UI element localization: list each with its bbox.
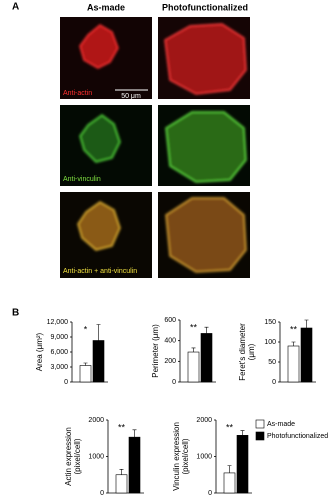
significance: ** [226, 422, 234, 432]
y-tick-label: 2000 [88, 417, 104, 424]
bar [236, 435, 249, 494]
legend-label: Photofunctionalized [267, 433, 328, 440]
y-axis-label: (μm) [247, 343, 256, 360]
y-tick-label: 50 [268, 359, 276, 366]
significance: ** [290, 324, 298, 334]
row-label: Anti-actin [63, 90, 92, 97]
bar [92, 340, 105, 383]
y-axis-label: Area (μm²) [35, 332, 44, 371]
error-bar [204, 326, 209, 334]
y-tick-label: 0 [272, 379, 276, 386]
legend-swatch [255, 419, 265, 429]
y-tick-label: 0 [100, 490, 104, 497]
scale-bar-label: 50 μm [121, 93, 141, 100]
error-bar [83, 362, 88, 366]
significance: ** [190, 322, 198, 332]
row-label: Anti-actin + anti-vinculin [63, 268, 137, 275]
y-tick-label: 100 [264, 339, 276, 346]
y-axis-label: (pixel/cell) [73, 438, 82, 474]
panel-label: A [12, 2, 19, 13]
y-tick-label: 0 [208, 490, 212, 497]
column-header: As-made [87, 2, 125, 12]
bar [223, 472, 236, 494]
cell [79, 24, 119, 69]
row-label: Anti-vinculin [63, 176, 101, 183]
y-tick-label: 6,000 [50, 349, 68, 356]
error-bar [240, 430, 245, 436]
error-bar [191, 347, 196, 353]
panel-label: B [12, 308, 19, 319]
y-tick-label: 400 [164, 338, 176, 345]
y-axis-label: Perimeter (μm) [151, 324, 160, 378]
y-tick-label: 2000 [196, 417, 212, 424]
bar [287, 345, 300, 383]
significance: * [84, 324, 88, 334]
error-bar [227, 465, 232, 473]
column-header: Photofunctionalized [162, 2, 248, 12]
error-bar [132, 429, 137, 438]
bar [79, 365, 92, 383]
y-tick-label: 12,000 [47, 319, 69, 326]
y-axis-label: Feret's diameter [238, 323, 247, 381]
y-tick-label: 150 [264, 319, 276, 326]
error-bar [291, 341, 296, 346]
y-tick-label: 1000 [196, 453, 212, 460]
y-tick-label: 200 [164, 358, 176, 365]
cell [165, 197, 247, 273]
cell [77, 201, 121, 251]
error-bar [304, 319, 309, 328]
y-tick-label: 9,000 [50, 334, 68, 341]
bar [115, 474, 128, 494]
bar [200, 333, 213, 383]
y-tick-label: 0 [64, 379, 68, 386]
cell [165, 111, 247, 183]
y-axis-label: Vinculin expression [172, 422, 181, 491]
y-axis-label: (pixel/cell) [181, 438, 190, 474]
y-tick-label: 600 [164, 317, 176, 324]
bar [300, 327, 313, 383]
cell [79, 114, 121, 163]
y-tick-label: 1000 [88, 453, 104, 460]
error-bar [119, 468, 124, 475]
y-tick-label: 0 [172, 379, 176, 386]
y-tick-label: 3,000 [50, 364, 68, 371]
bar [128, 436, 141, 494]
cell [164, 23, 247, 95]
legend-swatch [255, 431, 265, 441]
error-bar [96, 324, 101, 341]
legend-label: As-made [267, 421, 295, 428]
significance: ** [118, 422, 126, 432]
bar [187, 351, 200, 383]
y-axis-label: Actin expression [64, 427, 73, 486]
